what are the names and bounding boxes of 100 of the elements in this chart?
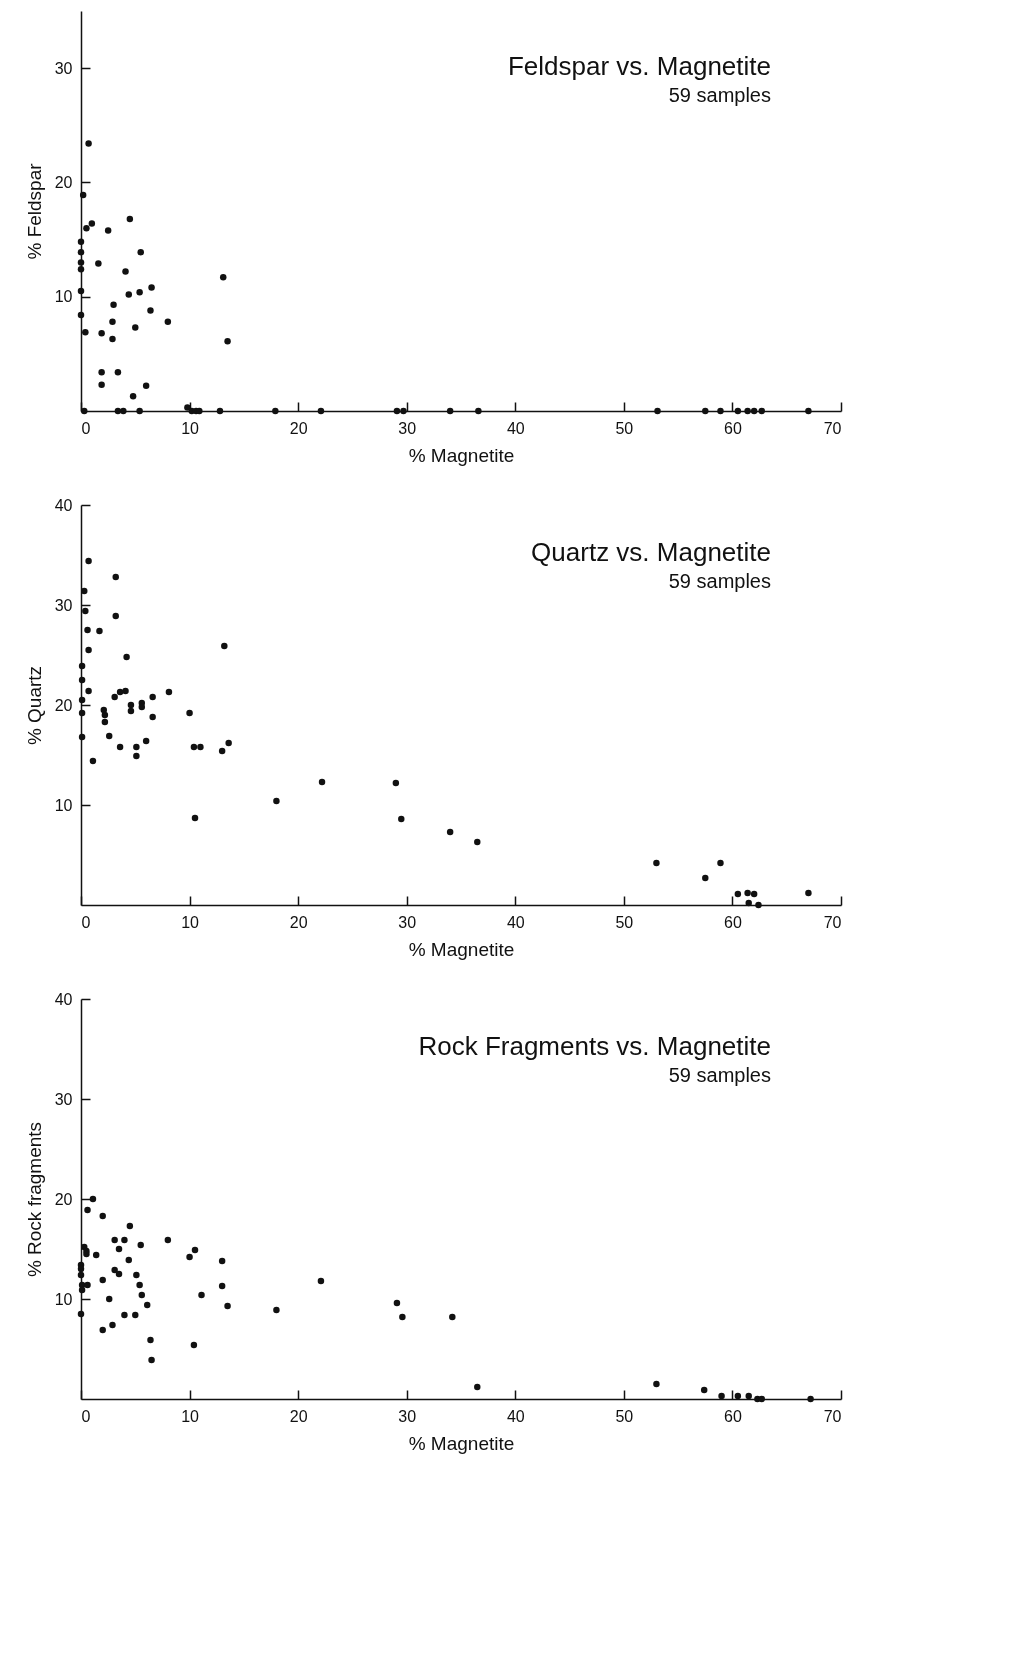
point (85, 557, 92, 565)
y-tick-label: 30 (54, 59, 73, 77)
point (164, 1236, 172, 1244)
point (446, 407, 454, 415)
point (196, 407, 203, 415)
point (78, 696, 86, 704)
point (745, 1392, 752, 1400)
point (148, 284, 155, 291)
point (392, 779, 400, 787)
point (114, 368, 122, 376)
point (109, 318, 116, 326)
point (273, 1306, 280, 1314)
x-tick-label: 10 (181, 419, 200, 437)
point (744, 889, 751, 897)
point (734, 407, 742, 415)
point (88, 220, 96, 227)
x-tick-label: 50 (615, 1407, 634, 1425)
point (115, 1245, 123, 1253)
point (224, 1302, 231, 1310)
point (132, 324, 139, 331)
point (398, 815, 405, 823)
point (98, 368, 105, 376)
point (116, 688, 124, 696)
x-tick-label: 50 (615, 419, 634, 437)
point (78, 662, 86, 670)
point (84, 1281, 91, 1289)
point (84, 1206, 91, 1214)
x-tick-label: 40 (506, 913, 525, 931)
point (219, 274, 227, 281)
point (99, 1326, 106, 1334)
point (475, 407, 482, 415)
x-tick-label: 10 (181, 1407, 200, 1425)
text: Rock Fragments vs. Magnetite (418, 1031, 771, 1061)
x-tick-label: 30 (398, 913, 417, 931)
point (101, 718, 109, 726)
point (446, 828, 454, 836)
point (99, 1212, 106, 1220)
point (225, 739, 232, 747)
x-tick-label: 50 (615, 913, 634, 931)
x-tick-label: 40 (506, 1407, 525, 1425)
point (191, 814, 199, 822)
point (142, 382, 150, 390)
point (138, 703, 146, 711)
point (700, 1386, 708, 1394)
point (78, 1286, 86, 1294)
point (137, 248, 144, 256)
point (126, 215, 134, 223)
point (807, 1395, 814, 1403)
point (125, 291, 133, 298)
point (79, 191, 87, 199)
point (77, 266, 85, 273)
y-axis-title: % Feldspar (23, 162, 45, 260)
x-axis-title: % Magnetite (408, 444, 515, 466)
point (125, 1256, 133, 1264)
x-tick-label: 0 (81, 419, 91, 437)
point (197, 743, 204, 751)
point (104, 227, 112, 234)
point (164, 318, 172, 326)
point (133, 1271, 140, 1279)
point (82, 607, 89, 615)
point (191, 1246, 199, 1254)
point (318, 778, 326, 786)
point (218, 1282, 226, 1290)
point (190, 1341, 198, 1349)
point (216, 407, 224, 415)
point (111, 1266, 118, 1274)
point (123, 653, 130, 661)
point (120, 407, 127, 415)
point (105, 1295, 113, 1303)
point (750, 890, 758, 898)
x-tick-label: 60 (724, 1407, 742, 1425)
point (317, 407, 325, 415)
y-tick-label: 10 (54, 1290, 73, 1308)
y-tick-label: 30 (54, 596, 73, 614)
point (98, 330, 105, 337)
x-tick-label: 0 (81, 913, 91, 931)
point (474, 1383, 481, 1391)
x-axis-title: % Magnetite (408, 938, 515, 960)
x-axis-title: % Magnetite (408, 1432, 515, 1454)
y-axis-title: % Rock fragments (23, 1121, 45, 1278)
x-tick-label: 60 (724, 419, 742, 437)
point (136, 1281, 143, 1289)
point (449, 1313, 456, 1321)
point (110, 301, 117, 308)
point (147, 1336, 154, 1344)
point (133, 752, 140, 760)
point (758, 1395, 765, 1403)
point (77, 287, 85, 295)
point (734, 890, 742, 898)
point (98, 381, 105, 388)
x-tick-label: 0 (81, 1407, 91, 1425)
point (272, 407, 279, 415)
x-tick-label: 40 (506, 419, 525, 437)
point (81, 587, 88, 595)
y-tick-label: 30 (54, 1090, 73, 1108)
point (273, 797, 280, 805)
point (77, 259, 85, 266)
text: 59 samples (668, 1064, 771, 1086)
point (77, 248, 85, 256)
point (99, 1276, 106, 1284)
